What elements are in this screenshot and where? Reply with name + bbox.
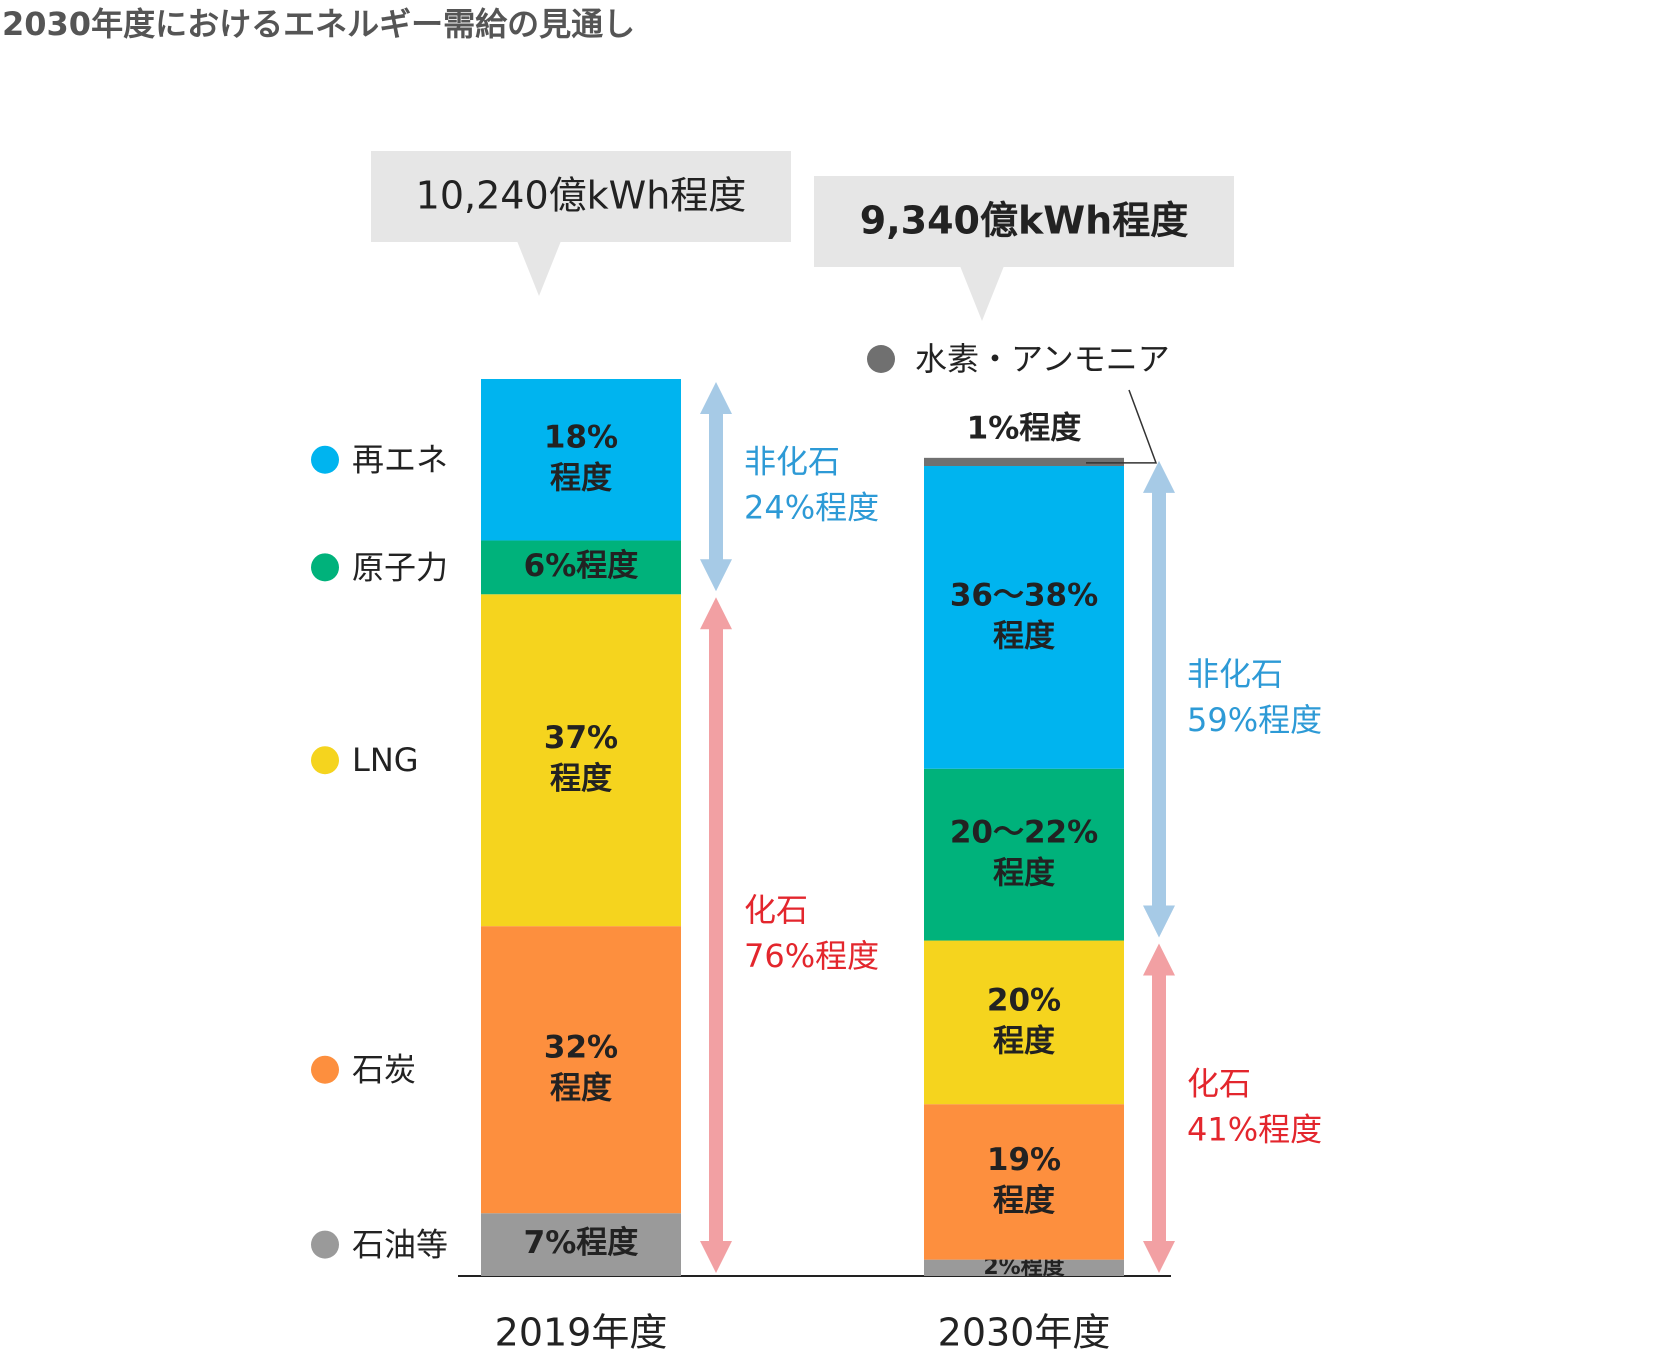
value-label: 程度 bbox=[550, 761, 612, 797]
legend-label: 石炭 bbox=[352, 1051, 416, 1089]
total-pointer bbox=[517, 241, 561, 296]
total-label: 9,340億kWh程度 bbox=[860, 199, 1188, 243]
group-name: 化石 bbox=[744, 891, 808, 929]
leader-line bbox=[1086, 389, 1158, 464]
group-arrow bbox=[1143, 943, 1175, 1273]
bar-segment bbox=[481, 1213, 681, 1276]
chart-title: 2030年度におけるエネルギー需給の見通し bbox=[2, 5, 635, 43]
bar-segment bbox=[924, 457, 1124, 467]
legend-dot bbox=[867, 345, 895, 373]
total-pointer bbox=[960, 266, 1004, 321]
group-name: 非化石 bbox=[1187, 655, 1283, 693]
x-tick-label: 2019年度 bbox=[495, 1311, 668, 1355]
x-tick-label: 2030年度 bbox=[938, 1311, 1111, 1355]
bar-segment bbox=[924, 1259, 1124, 1276]
value-label: 程度 bbox=[993, 1023, 1055, 1059]
legend-label: LNG bbox=[352, 741, 419, 779]
value-label: 程度 bbox=[993, 856, 1055, 892]
legend-label: 石油等 bbox=[352, 1226, 448, 1264]
group-value-label: 76%程度 bbox=[744, 937, 879, 975]
legend-dot bbox=[311, 1230, 339, 1259]
bar-segment bbox=[924, 1104, 1124, 1260]
group-value-label: 59%程度 bbox=[1187, 701, 1322, 739]
bar-segment bbox=[481, 379, 681, 541]
bar-segment bbox=[924, 768, 1124, 941]
legend-dot bbox=[311, 553, 339, 582]
bar-segment bbox=[481, 926, 681, 1214]
bar-segment bbox=[924, 466, 1124, 769]
legend-dot bbox=[311, 746, 339, 775]
total-box bbox=[371, 151, 791, 242]
value-label: 20～22% bbox=[950, 815, 1098, 851]
legend-dot bbox=[311, 1055, 339, 1084]
value-label: 19% bbox=[987, 1142, 1061, 1178]
group-arrow bbox=[1143, 460, 1175, 938]
value-label: 37% bbox=[544, 720, 618, 756]
value-label: 程度 bbox=[550, 461, 612, 497]
value-label: 7%程度 bbox=[524, 1225, 639, 1261]
value-label: 程度 bbox=[993, 1183, 1055, 1219]
bar-segment bbox=[481, 594, 681, 927]
group-value-label: 41%程度 bbox=[1187, 1110, 1322, 1148]
value-label: 20% bbox=[987, 982, 1061, 1018]
bar-segment bbox=[924, 940, 1124, 1105]
group-arrow bbox=[700, 382, 732, 592]
group-value-label: 24%程度 bbox=[744, 489, 879, 527]
total-box bbox=[814, 176, 1234, 267]
value-label: 32% bbox=[544, 1030, 618, 1066]
group-name: 非化石 bbox=[744, 443, 840, 481]
group-arrow bbox=[700, 597, 732, 1273]
value-label: 18% bbox=[544, 420, 618, 456]
value-label: 1%程度 bbox=[967, 410, 1082, 446]
value-label: 程度 bbox=[550, 1071, 612, 1107]
total-label: 10,240億kWh程度 bbox=[416, 174, 747, 218]
value-label: 6%程度 bbox=[524, 548, 639, 584]
legend-dot bbox=[311, 445, 339, 474]
legend-label: 再エネ bbox=[352, 441, 448, 479]
group-name: 化石 bbox=[1187, 1064, 1251, 1102]
value-label: 程度 bbox=[993, 618, 1055, 654]
legend-label: 原子力 bbox=[352, 548, 448, 586]
value-label: 36～38% bbox=[950, 577, 1098, 613]
legend-label: 水素・アンモニア bbox=[915, 340, 1170, 378]
bar-segment bbox=[481, 540, 681, 595]
